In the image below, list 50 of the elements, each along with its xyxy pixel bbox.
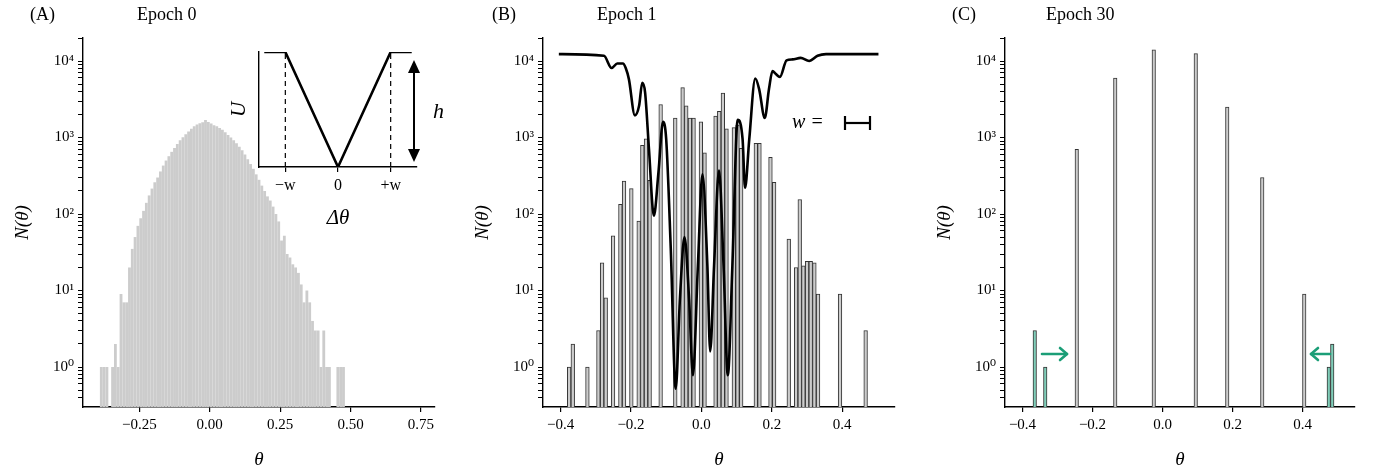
y-tick-label: 10²	[514, 204, 535, 221]
x-tick-label: +w	[380, 175, 402, 193]
y-tick-label: 10²	[54, 204, 75, 221]
x-tick-label: −0.25	[121, 415, 157, 432]
y-axis-title: N(θ)	[471, 205, 494, 241]
y-axis-title: U	[226, 100, 251, 118]
y-tick-label: 10³	[976, 128, 997, 145]
x-tick-label: 0	[334, 175, 342, 193]
text: (A)	[30, 3, 55, 25]
x-tick-label: −0.2	[1078, 415, 1107, 432]
y-tick-label: 10⁰	[512, 357, 534, 374]
chart-title: Epoch 1	[597, 3, 657, 24]
y-tick-label: 10²	[976, 204, 997, 221]
text: (C)	[952, 3, 976, 25]
x-axis-title: θ	[714, 447, 724, 469]
y-tick-label: 10⁴	[53, 51, 74, 68]
x-tick-label: −0.2	[617, 415, 645, 432]
chart-title: Epoch 30	[1046, 3, 1115, 24]
x-tick-label: 0.0	[1153, 415, 1172, 432]
line-series	[557, 52, 880, 391]
y-tick-label: 10³	[514, 128, 535, 145]
y-tick-label: 10⁴	[513, 51, 534, 68]
y-tick-label: 10¹	[976, 281, 996, 298]
x-tick-label: −w	[275, 175, 297, 193]
x-tick-label: 0.4	[1293, 415, 1313, 432]
y-tick-label: 10¹	[514, 281, 534, 298]
x-tick-label: 0.25	[266, 415, 294, 432]
y-axis-title: N(θ)	[933, 205, 956, 241]
annotation: w =	[792, 110, 824, 133]
x-tick-label: 0.4	[832, 415, 853, 432]
y-tick-label: 10⁰	[974, 357, 996, 374]
x-tick-label: 0.2	[762, 415, 782, 432]
x-tick-label: 0.2	[1223, 415, 1242, 432]
chart-title: Epoch 0	[137, 3, 197, 24]
y-tick-label: 10⁰	[52, 357, 74, 374]
x-tick-label: 0.0	[692, 415, 711, 432]
x-axis-title: θ	[254, 447, 264, 469]
x-tick-label: 0.75	[407, 415, 435, 432]
annotation: h	[433, 97, 444, 123]
x-tick-label: 0.50	[337, 415, 364, 432]
y-tick-label: 10¹	[54, 281, 74, 298]
text: (B)	[492, 3, 516, 25]
x-tick-label: −0.4	[1008, 415, 1037, 432]
x-tick-label: 0.00	[196, 415, 223, 432]
x-axis-title: Δθ	[325, 204, 350, 229]
y-tick-label: 10³	[54, 128, 75, 145]
y-axis-title: N(θ)	[11, 205, 34, 241]
y-tick-label: 10⁴	[975, 51, 996, 68]
x-axis-title: θ	[1175, 447, 1185, 469]
x-tick-label: −0.4	[546, 415, 575, 432]
